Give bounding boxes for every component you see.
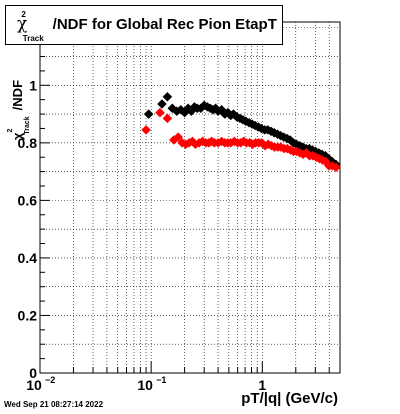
data-point-series-1 — [157, 99, 167, 109]
title-rest: /NDF for Global Rec Pion EtapT — [52, 16, 277, 33]
plot-frame — [39, 21, 341, 374]
data-point-series-2 — [155, 107, 165, 118]
x-axis-label: pT/|q| (GeV/c) — [241, 390, 338, 407]
chart-title: χ2 Track/NDF for Global Rec Pion EtapT — [17, 10, 277, 43]
data-point-series-2 — [162, 113, 173, 124]
y-tick-label: 0.8 — [18, 135, 38, 151]
datestamp: Wed Sep 21 08:27:14 2022 — [4, 400, 104, 409]
y-axis-label-sub: Track — [23, 116, 31, 135]
y-tick-label: 0.6 — [18, 192, 38, 208]
data-point-series-2 — [173, 132, 184, 142]
y-tick-label: 0.4 — [18, 250, 38, 266]
title-chi: χ — [17, 14, 28, 34]
x-tick-label: 10 — [26, 377, 42, 393]
title-sub: Track — [22, 34, 44, 43]
data-point-series-2 — [141, 125, 151, 135]
x-tick-label-exponent: −2 — [45, 375, 55, 385]
y-axis-label-chi: χ — [10, 132, 25, 140]
x-tick-label: 1 — [258, 377, 266, 393]
title-box: χ2 Track/NDF for Global Rec Pion EtapT — [5, 5, 283, 45]
data-point-series-2 — [331, 162, 341, 173]
x-tick-label: 10 — [137, 377, 153, 393]
y-tick-label: 0.2 — [18, 307, 38, 323]
y-axis-label: χ2 Track/NDF — [6, 79, 31, 140]
y-axis-label-rest: /NDF — [10, 79, 25, 111]
data-point-series-1 — [143, 109, 154, 119]
y-tick-label: 0 — [29, 365, 37, 381]
y-tick-label: 1 — [29, 77, 37, 93]
x-tick-label-exponent: −1 — [156, 375, 166, 385]
title-sup: 2 — [21, 10, 26, 19]
y-axis-label-sup: 2 — [6, 128, 14, 133]
data-point-series-1 — [162, 91, 173, 102]
